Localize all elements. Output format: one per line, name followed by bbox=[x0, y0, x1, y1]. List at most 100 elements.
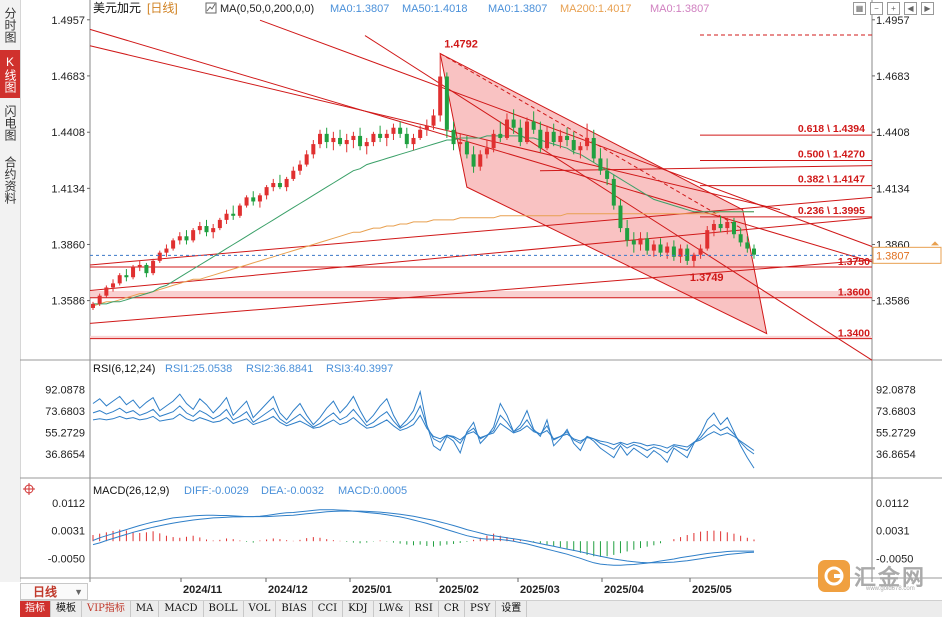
candle-body bbox=[471, 154, 476, 167]
ma-value-label: MA200:1.4017 bbox=[560, 3, 632, 15]
period-tag: [日线] bbox=[147, 1, 178, 15]
trend-line bbox=[89, 28, 873, 263]
candle bbox=[191, 228, 196, 243]
candle bbox=[331, 131, 336, 151]
macd-title: MACD(26,12,9) bbox=[93, 485, 169, 497]
indicator-tab-7[interactable]: BIAS bbox=[276, 601, 313, 617]
candle bbox=[244, 195, 249, 208]
price-tick-label-left: 1.4683 bbox=[51, 71, 85, 83]
candle bbox=[444, 72, 449, 138]
macd-value-label: DEA:-0.0032 bbox=[261, 485, 324, 497]
indicator-tab-10[interactable]: LW& bbox=[374, 601, 410, 617]
candle bbox=[398, 121, 403, 138]
candle bbox=[578, 142, 583, 159]
rsi-value-label: RSI2:36.8841 bbox=[246, 363, 313, 375]
candle bbox=[471, 146, 476, 173]
price-tick-label-right: 1.4957 bbox=[876, 15, 910, 27]
candle bbox=[157, 250, 162, 263]
candle bbox=[571, 131, 576, 155]
candle-body bbox=[518, 127, 523, 143]
candle bbox=[277, 174, 282, 190]
candle-body bbox=[645, 238, 650, 251]
candle-body bbox=[658, 244, 663, 253]
candle bbox=[691, 252, 696, 267]
candle bbox=[558, 129, 563, 149]
candle-body bbox=[578, 146, 583, 151]
watermark-url: www.gold678.com bbox=[866, 586, 915, 592]
date-tick-label: 2025/02 bbox=[439, 584, 479, 596]
candle bbox=[605, 158, 610, 186]
date-tick-label: 2024/11 bbox=[183, 584, 222, 596]
candle bbox=[424, 119, 429, 136]
indicator-tab-0[interactable]: 指标 bbox=[20, 601, 51, 617]
indicator-tab-13[interactable]: PSY bbox=[465, 601, 497, 617]
candle-body bbox=[718, 223, 723, 229]
candle-body bbox=[571, 140, 576, 151]
indicator-tab-6[interactable]: VOL bbox=[244, 601, 277, 617]
candle-body bbox=[184, 236, 189, 241]
candle bbox=[511, 109, 516, 134]
candle bbox=[371, 131, 376, 147]
indicator-tab-4[interactable]: MACD bbox=[159, 601, 204, 617]
grid-icon[interactable]: ▦ bbox=[853, 2, 866, 15]
side-tab-0[interactable]: 分时图 bbox=[3, 7, 17, 43]
left-arrow-icon[interactable]: ◀ bbox=[904, 2, 917, 15]
rsi-tick-label-right: 55.2729 bbox=[876, 428, 916, 440]
rsi-tick-label-left: 55.2729 bbox=[45, 428, 85, 440]
candle bbox=[731, 217, 736, 239]
indicator-tab-bar: 指标 模板 VIP指标 MA MACD BOLL VOL BIAS CCI KDJ LW& RSI CR… bbox=[20, 600, 942, 617]
rsi-series-line bbox=[92, 404, 755, 455]
candle-body bbox=[264, 187, 269, 196]
candle-body bbox=[438, 76, 443, 116]
rsi-tick-label-left: 36.8654 bbox=[45, 449, 85, 461]
candle bbox=[324, 127, 329, 149]
candle-body bbox=[171, 240, 176, 249]
indicator-tab-8[interactable]: CCI bbox=[313, 601, 344, 617]
last-price-label: 1.3807 bbox=[876, 250, 910, 262]
indicator-tab-5[interactable]: BOLL bbox=[204, 601, 244, 617]
candle-body bbox=[318, 133, 323, 145]
candle-body bbox=[524, 121, 529, 143]
candle-body bbox=[104, 287, 109, 296]
plus-icon[interactable]: + bbox=[887, 2, 900, 15]
indicator-tab-12[interactable]: CR bbox=[439, 601, 466, 617]
candle bbox=[504, 113, 509, 141]
candle bbox=[384, 129, 389, 147]
candle-body bbox=[364, 142, 369, 147]
ma50-line bbox=[93, 135, 754, 305]
price-tick-label-right: 1.3586 bbox=[876, 296, 910, 308]
price-tick-label-left: 1.3586 bbox=[51, 296, 85, 308]
side-tab-1[interactable]: K线图 bbox=[0, 50, 20, 98]
macd-tick-label-right: 0.0112 bbox=[876, 498, 909, 510]
indicator-tab-2[interactable]: VIP指标 bbox=[82, 601, 131, 617]
period-selector[interactable]: 日线 ▼ bbox=[20, 583, 88, 600]
candle bbox=[264, 185, 269, 200]
indicator-tab-1[interactable]: 模板 bbox=[51, 601, 82, 617]
indicator-tab-14[interactable]: 设置 bbox=[496, 601, 528, 617]
price-tick-label-left: 1.4134 bbox=[51, 183, 85, 195]
candle-body bbox=[751, 248, 757, 255]
candle bbox=[531, 111, 536, 134]
side-tab-3[interactable]: 合约资料 bbox=[3, 156, 17, 204]
candle-body bbox=[144, 264, 149, 274]
right-arrow-icon[interactable]: ▶ bbox=[921, 2, 934, 15]
support-label: 1.3750 bbox=[838, 256, 870, 268]
candle bbox=[344, 133, 349, 153]
candle bbox=[411, 133, 416, 151]
candle bbox=[711, 219, 716, 237]
candle-body bbox=[685, 248, 690, 261]
rsi-value-label: RSI1:25.0538 bbox=[165, 363, 232, 375]
candle bbox=[284, 176, 289, 192]
indicator-tab-3[interactable]: MA bbox=[131, 601, 160, 617]
side-tab-2[interactable]: 闪电图 bbox=[3, 105, 17, 141]
candle-body bbox=[585, 137, 590, 147]
rsi-value-label: RSI3:40.3997 bbox=[326, 363, 393, 375]
support-label: 1.3400 bbox=[838, 328, 870, 340]
indicator-tab-11[interactable]: RSI bbox=[410, 601, 439, 617]
price-tick-label-right: 1.4408 bbox=[876, 127, 910, 139]
candle bbox=[464, 135, 469, 159]
indicator-tab-9[interactable]: KDJ bbox=[343, 601, 374, 617]
minus-icon[interactable]: − bbox=[870, 2, 883, 15]
candle bbox=[204, 219, 209, 237]
